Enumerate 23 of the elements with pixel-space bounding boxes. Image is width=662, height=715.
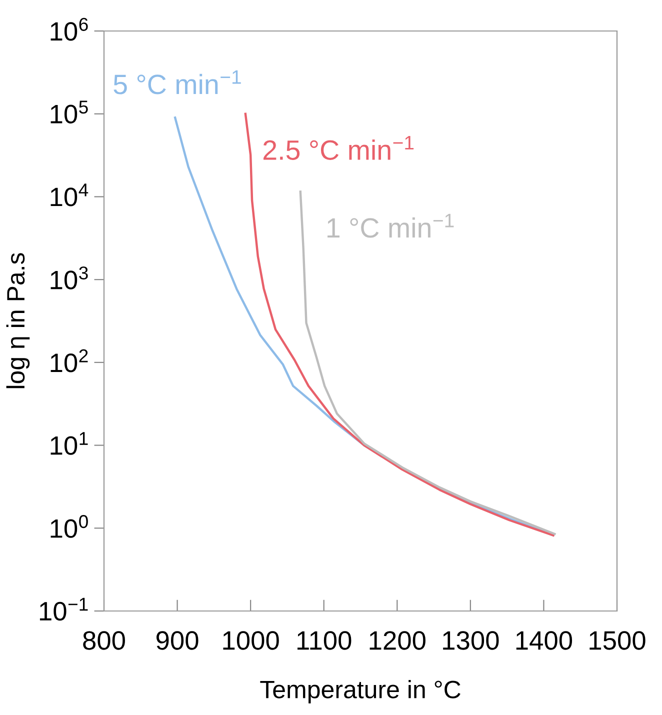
x-tick-label: 1300 — [443, 631, 499, 650]
line-series — [299, 190, 556, 536]
series-label: 1 °C min$^{−1}$ — [328, 214, 454, 238]
x-tick-label: 1100 — [297, 631, 352, 650]
x-tick-label: 1000 — [223, 631, 279, 650]
x-tick-label: 1400 — [516, 631, 572, 650]
x-tick-label: 1200 — [370, 631, 426, 650]
series-label: 2.5 °C min$^{−1}$ — [264, 136, 414, 160]
x-axis-title: Temperature in °C — [260, 680, 460, 704]
y-tick-label: 10$^{4}$ — [50, 184, 88, 206]
y-axis-title: log η in Pa.s — [6, 253, 30, 388]
x-tick-label: 1500 — [590, 631, 646, 650]
series-label: 5 °C min$^{−1}$ — [114, 70, 241, 94]
y-tick-label: 10$^{2}$ — [50, 349, 88, 372]
y-tick-label: 10$^{−1}$ — [40, 598, 88, 621]
line-series — [244, 112, 554, 536]
x-tick-label: 900 — [156, 631, 198, 650]
y-tick-label: 10$^{0}$ — [50, 515, 88, 538]
y-tick-label: 10$^{6}$ — [50, 18, 88, 41]
y-tick-label: 10$^{3}$ — [50, 266, 88, 290]
y-tick-label: 10$^{1}$ — [50, 432, 88, 455]
y-tick-label: 10$^{5}$ — [50, 100, 88, 124]
x-tick-label: 800 — [83, 631, 125, 650]
